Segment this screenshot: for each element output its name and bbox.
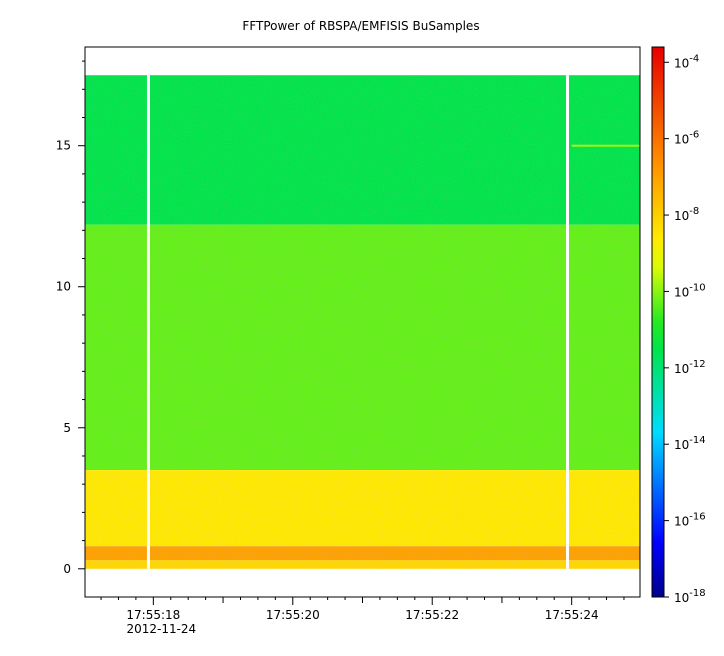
colorbar-tick-label: 10-14: [674, 435, 706, 452]
spectrogram-texture: [85, 75, 640, 569]
colorbar-gradient: [651, 46, 665, 598]
chart-title: FFTPower of RBSPA/EMFISIS BuSamples: [242, 19, 479, 33]
colorbar-tick-label: 10-12: [674, 359, 706, 376]
y-tick-label: 0: [63, 562, 71, 576]
colorbar-tick-label: 10-6: [674, 130, 699, 147]
y-axis: 0 5 10 15: [56, 60, 85, 576]
colorbar-tick-label: 10-16: [674, 512, 706, 529]
x-tick-label: 17:55:20: [266, 608, 320, 622]
x-tick-label: 17:55:18: [126, 608, 180, 622]
x-tick-label: 17:55:22: [405, 608, 459, 622]
colorbar-tick-label: 10-10: [674, 282, 706, 299]
y-tick-label: 5: [63, 421, 71, 435]
colorbar-tick-label: 10-8: [674, 206, 699, 223]
colorbar-tick-label: 10-18: [674, 588, 706, 605]
y-tick-label: 10: [56, 280, 71, 294]
plot-area: [84, 46, 641, 598]
data-gap: [146, 75, 150, 569]
colorbar: 10-4 10-6 10-8 10-10 10-12 10-14 10-16 10-18: [651, 46, 706, 605]
y-tick-label: 15: [56, 139, 71, 153]
x-tick-label: 17:55:24: [545, 608, 599, 622]
colorbar-tick-label: 10-4: [674, 53, 699, 70]
data-gap: [565, 75, 569, 569]
x-tick-sublabel: 2012-11-24: [126, 622, 196, 636]
